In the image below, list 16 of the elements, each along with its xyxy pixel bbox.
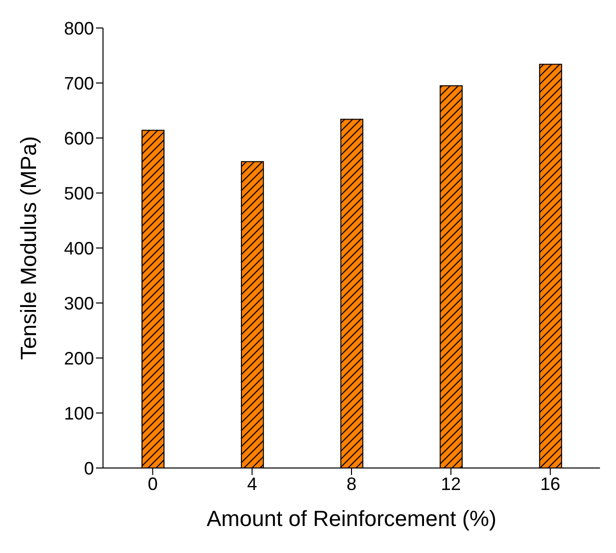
y-tick-label: 200 (64, 348, 94, 368)
x-tick-label: 16 (540, 474, 560, 494)
x-axis-title: Amount of Reinforcement (%) (206, 506, 496, 531)
y-tick-label: 700 (64, 73, 94, 94)
x-tick-label: 12 (440, 474, 461, 494)
y-tick-label: 400 (64, 238, 94, 258)
y-tick-label: 500 (64, 183, 94, 204)
y-tick-label: 800 (64, 18, 94, 38)
x-tick-label: 8 (346, 474, 357, 494)
y-tick-label: 0 (84, 458, 94, 478)
y-tick-label: 300 (64, 293, 94, 314)
x-tick-label: 4 (247, 474, 258, 494)
y-axis-title: Tensile Modulus (MPa) (16, 136, 41, 360)
y-tick-label: 600 (64, 128, 94, 148)
y-tick-label: 100 (64, 403, 94, 424)
x-tick-label: 0 (148, 474, 158, 494)
